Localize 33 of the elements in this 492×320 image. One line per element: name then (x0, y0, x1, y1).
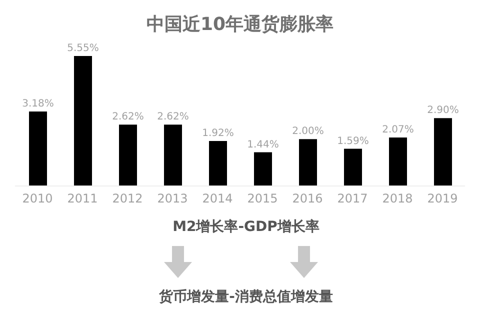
bar (29, 112, 47, 186)
x-tick-label: 2017 (337, 192, 368, 206)
x-tick-label: 2011 (67, 192, 98, 206)
text: 货币增发量-消费总值增发量 (158, 288, 334, 306)
data-label: 2.90% (427, 105, 459, 116)
data-label: 5.55% (67, 43, 99, 54)
bar (209, 141, 227, 186)
bar (119, 124, 137, 186)
x-tick-label: 2016 (292, 192, 323, 206)
text: M2增长率-GDP增长率 (172, 218, 320, 236)
data-label: 2.62% (157, 112, 189, 123)
bar (389, 138, 407, 186)
data-label: 2.00% (292, 126, 324, 138)
data-label: 3.18% (22, 98, 54, 110)
data-label: 1.59% (337, 136, 369, 147)
bar (344, 148, 362, 186)
chart-title: 中国近10年通货膨胀率 (145, 13, 335, 36)
bar (164, 124, 182, 186)
data-label: 2.07% (382, 124, 414, 136)
data-label: 1.92% (202, 128, 234, 140)
bar (254, 152, 272, 186)
x-tick-label: 2015 (247, 192, 278, 206)
data-label: 1.44% (247, 139, 279, 150)
x-tick-label: 2018 (382, 192, 413, 206)
x-tick-label: 2019 (427, 192, 458, 206)
data-label: 2.62% (112, 112, 144, 123)
bar (299, 139, 317, 186)
x-tick-label: 2013 (157, 192, 188, 206)
x-tick-label: 2010 (22, 192, 53, 206)
x-tick-label: 2014 (202, 192, 233, 206)
x-tick-label: 2012 (112, 192, 143, 206)
bar (434, 118, 452, 186)
bar (74, 56, 92, 186)
